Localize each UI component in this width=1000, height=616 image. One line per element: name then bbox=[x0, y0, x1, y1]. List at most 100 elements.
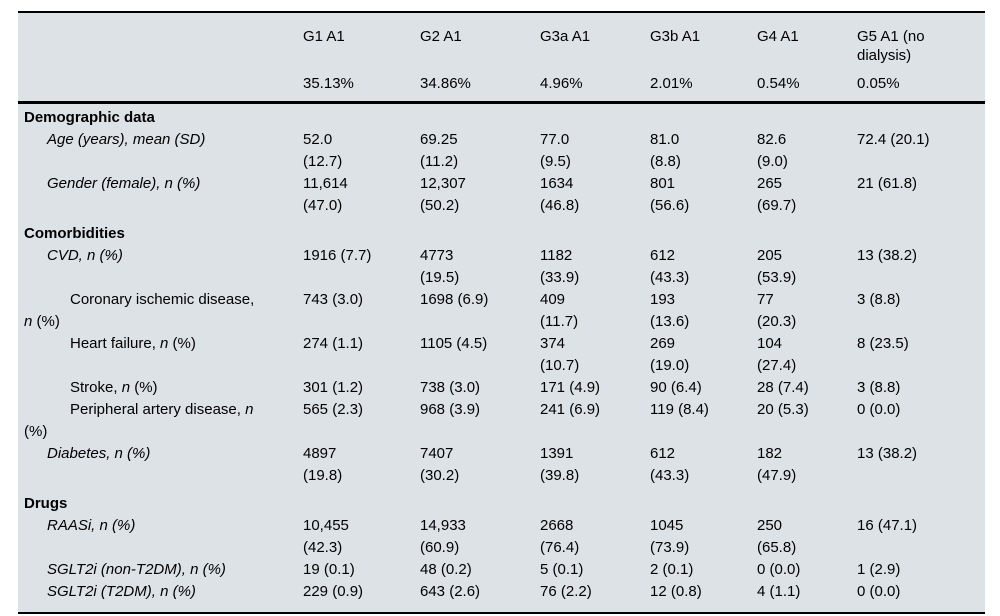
value-cell-g5: 13 (38.2) bbox=[857, 445, 918, 462]
value-cell-g4: 182 (47.9) bbox=[757, 445, 797, 484]
value-cell-g2: 968 (3.9) bbox=[420, 401, 481, 418]
value-cell-g1 bbox=[303, 487, 420, 515]
value-cell-g4: 265 (69.7) bbox=[757, 175, 797, 214]
value-cell-g1: 52.0 (12.7) bbox=[303, 131, 343, 170]
row-label: Age (years), mean (SD) bbox=[18, 129, 303, 173]
column-share-percent: 0.54% bbox=[757, 75, 800, 92]
value-cell-g2 bbox=[420, 103, 540, 130]
value-cell-g5: 0 (0.0) bbox=[857, 401, 901, 418]
column-share-percent: 34.86% bbox=[420, 75, 471, 92]
row-label-text: Heart failure, bbox=[70, 335, 161, 352]
column-group-label: G3a A1 bbox=[540, 28, 591, 45]
row-label-text: Gender (female), n (%) bbox=[47, 175, 201, 192]
table-row-sglt2i-t2dm: SGLT2i (T2DM), n (%) 229 (0.9) 643 (2.6) 76… bbox=[18, 581, 985, 613]
table-row-coronary-ischemic-disease: Coronary ischemic disease, n (%) 743 (3.0… bbox=[18, 289, 985, 333]
value-cell-g3b: 12 (0.8) bbox=[650, 583, 702, 600]
row-label-text: RAASi, n (%) bbox=[47, 517, 136, 534]
value-cell-g3b: 612 (43.3) bbox=[650, 445, 690, 484]
column-group-label: G5 A1 (no dialysis) bbox=[857, 28, 925, 64]
column-header-g3b: G3b A1 2.01% bbox=[650, 12, 757, 104]
table-row-raasi: RAASi, n (%) 10,455 (42.3) 14,933 (60.9) 26… bbox=[18, 515, 985, 559]
table-row-stroke: Stroke, n (%) 301 (1.2) 738 (3.0) 171 (4.9)… bbox=[18, 377, 985, 399]
value-cell-g3a: 409 (11.7) bbox=[540, 291, 579, 330]
value-cell-g3a bbox=[540, 103, 650, 130]
table-header: G1 A1 35.13% G2 A1 34.86% G3a A1 4.96% G3b A1 2… bbox=[18, 12, 985, 104]
section-row-demographic-data: Demographic data bbox=[18, 103, 985, 130]
row-label-text: Stroke, bbox=[70, 379, 122, 396]
value-cell-g2: 69.25 (11.2) bbox=[420, 131, 459, 170]
row-label-text: Coronary ischemic disease, bbox=[70, 291, 255, 308]
row-label: Demographic data bbox=[18, 103, 303, 130]
table-row-age: Age (years), mean (SD) 52.0 (12.7) 69.25 (… bbox=[18, 129, 985, 173]
value-cell-g3a bbox=[540, 487, 650, 515]
value-cell-g5: 21 (61.8) bbox=[857, 175, 918, 192]
column-share-percent: 2.01% bbox=[650, 75, 693, 92]
value-cell-g5: 0 (0.0) bbox=[857, 583, 901, 600]
value-cell-g5 bbox=[857, 103, 985, 130]
value-cell-g3a: 374 (10.7) bbox=[540, 335, 580, 374]
row-label: Heart failure, n (%) bbox=[18, 333, 303, 377]
value-cell-g3b: 801 (56.6) bbox=[650, 175, 690, 214]
value-cell-g5 bbox=[857, 217, 985, 245]
value-cell-g1: 1916 (7.7) bbox=[303, 247, 372, 264]
value-cell-g5: 72.4 (20.1) bbox=[857, 131, 930, 148]
row-label-text: (%) bbox=[168, 335, 196, 352]
row-label-text: n bbox=[121, 379, 131, 396]
value-cell-g3a: 5 (0.1) bbox=[540, 561, 584, 578]
section-row-comorbidities: Comorbidities bbox=[18, 217, 985, 245]
column-header-g5: G5 A1 (no dialysis) 0.05% bbox=[857, 12, 985, 104]
value-cell-g2: 48 (0.2) bbox=[420, 561, 472, 578]
value-cell-g2: 12,307 (50.2) bbox=[420, 175, 466, 214]
row-label: Coronary ischemic disease, n (%) bbox=[18, 289, 303, 333]
value-cell-g3a: 1391 (39.8) bbox=[540, 445, 580, 484]
column-header-g3a: G3a A1 4.96% bbox=[540, 12, 650, 104]
column-group-label: G4 A1 bbox=[757, 28, 799, 45]
value-cell-g2: 14,933 (60.9) bbox=[420, 517, 466, 556]
value-cell-g3b: 81.0 (8.8) bbox=[650, 131, 681, 170]
column-group-label: G2 A1 bbox=[420, 28, 462, 45]
value-cell-g2: 7407 (30.2) bbox=[420, 445, 460, 484]
table-body: Demographic data Age (years), mean (SD) 52… bbox=[18, 103, 985, 614]
value-cell-g3a: 2668 (76.4) bbox=[540, 517, 580, 556]
row-label-text: SGLT2i (T2DM), n (%) bbox=[47, 583, 196, 600]
value-cell-g5: 8 (23.5) bbox=[857, 335, 909, 352]
value-cell-g5: 13 (38.2) bbox=[857, 247, 918, 264]
row-label-text: Comorbidities bbox=[24, 225, 125, 242]
column-header-g4: G4 A1 0.54% bbox=[757, 12, 857, 104]
value-cell-g2: 738 (3.0) bbox=[420, 379, 481, 396]
value-cell-g3a: 1634 (46.8) bbox=[540, 175, 580, 214]
section-row-drugs: Drugs bbox=[18, 487, 985, 515]
value-cell-g3a: 1182 (33.9) bbox=[540, 247, 580, 286]
value-cell-g3b bbox=[650, 103, 757, 130]
value-cell-g5: 3 (8.8) bbox=[857, 291, 901, 308]
row-label-text: (%) bbox=[130, 379, 158, 396]
value-cell-g5: 1 (2.9) bbox=[857, 561, 901, 578]
column-group-label: G1 A1 bbox=[303, 28, 345, 45]
row-label: Comorbidities bbox=[18, 217, 303, 245]
column-share-percent: 35.13% bbox=[303, 75, 354, 92]
table-row-sglt2i-non-t2dm: SGLT2i (non-T2DM), n (%) 19 (0.1) 48 (0.2)… bbox=[18, 559, 985, 581]
value-cell-g3a: 77.0 (9.5) bbox=[540, 131, 571, 170]
value-cell-g5: 3 (8.8) bbox=[857, 379, 901, 396]
column-share-percent: 4.96% bbox=[540, 75, 583, 92]
value-cell-g3a: 171 (4.9) bbox=[540, 379, 601, 396]
row-label-text: SGLT2i (non-T2DM), n (%) bbox=[47, 561, 226, 578]
value-cell-g4: 82.6 (9.0) bbox=[757, 131, 788, 170]
value-cell-g5 bbox=[857, 487, 985, 515]
value-cell-g1: 301 (1.2) bbox=[303, 379, 364, 396]
value-cell-g3a: 76 (2.2) bbox=[540, 583, 592, 600]
row-label: Gender (female), n (%) bbox=[18, 173, 303, 217]
row-label: SGLT2i (non-T2DM), n (%) bbox=[18, 559, 303, 581]
value-cell-g1: 229 (0.9) bbox=[303, 583, 364, 600]
value-cell-g4: 250 (65.8) bbox=[757, 517, 797, 556]
value-cell-g2: 4773 (19.5) bbox=[420, 247, 460, 286]
value-cell-g1 bbox=[303, 217, 420, 245]
row-label-text: Diabetes, n (%) bbox=[47, 445, 151, 462]
column-header-g2: G2 A1 34.86% bbox=[420, 12, 540, 104]
row-label: Peripheral artery disease, n (%) bbox=[18, 399, 303, 443]
table-row-cvd: CVD, n (%) 1916 (7.7) 4773 (19.5) 1182 (33.… bbox=[18, 245, 985, 289]
value-cell-g3b: 2 (0.1) bbox=[650, 561, 694, 578]
table-row-gender-female: Gender (female), n (%) 11,614 (47.0) 12,30… bbox=[18, 173, 985, 217]
value-cell-g2: 643 (2.6) bbox=[420, 583, 481, 600]
table-row-heart-failure: Heart failure, n (%) 274 (1.1) 1105 (4.5) 3… bbox=[18, 333, 985, 377]
